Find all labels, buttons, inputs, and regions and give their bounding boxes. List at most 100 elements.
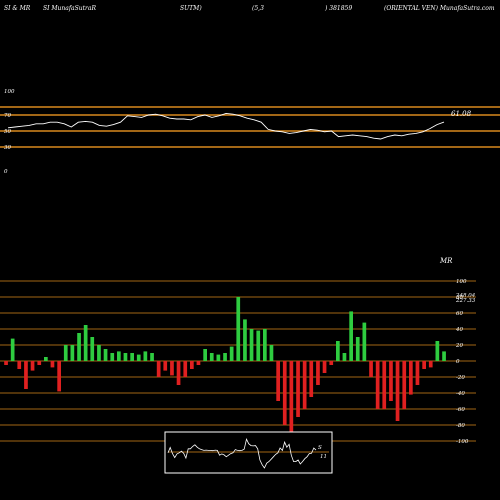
mrsi-bar	[282, 361, 287, 425]
mrsi-tick-label: 20	[455, 343, 463, 349]
mrsi-bar	[117, 351, 121, 361]
mrsi-tick-label: 40	[455, 327, 463, 333]
mrsi-bar	[369, 361, 373, 377]
mrsi-bar	[37, 361, 42, 365]
rsi-tick-label: 100	[4, 89, 15, 95]
mrsi-bar	[4, 361, 8, 365]
mrsi-title: MR	[439, 257, 453, 265]
mrsi-bar	[123, 353, 128, 361]
mrsi-bar	[329, 361, 334, 365]
mrsi-bar	[130, 353, 134, 361]
header-col2: SI MunafaSutraR	[43, 5, 96, 12]
mrsi-bar	[44, 357, 48, 361]
mini-chart-line	[167, 438, 317, 469]
mrsi-bar	[309, 361, 314, 397]
mrsi-bar	[103, 349, 108, 361]
mini-chart-label-2: 11	[320, 454, 327, 460]
mrsi-bar	[422, 361, 426, 369]
mrsi-bar	[136, 354, 141, 361]
rsi-tick-label: 50	[4, 129, 11, 135]
mrsi-bar	[163, 361, 168, 371]
mrsi-bar	[90, 337, 95, 361]
rsi-tick-label: 70	[4, 113, 11, 119]
mrsi-bar	[428, 361, 433, 368]
mrsi-bar	[382, 361, 387, 409]
mrsi-bar	[336, 341, 340, 361]
mrsi-bar	[183, 361, 188, 377]
mrsi-bar	[110, 353, 115, 361]
mrsi-bar	[57, 361, 61, 392]
mrsi-bar	[170, 361, 174, 376]
header-col5: ) 381859	[324, 5, 352, 12]
mrsi-bar	[203, 349, 207, 361]
mrsi-tick-label: -60	[456, 407, 465, 413]
mrsi-bar	[322, 361, 327, 373]
mini-chart-frame	[164, 431, 333, 474]
mrsi-bars	[4, 297, 446, 441]
header-col6: (ORIENTAL VEN) MunafaSutra.com	[384, 5, 495, 12]
mrsi-bar	[389, 361, 393, 401]
mrsi-bar	[190, 361, 194, 369]
mrsi-bar	[176, 361, 181, 385]
mrsi-bar	[276, 361, 280, 401]
mrsi-bar	[395, 361, 400, 421]
rsi-line	[7, 112, 445, 140]
mrsi-bar	[355, 337, 360, 361]
mrsi-bar	[256, 330, 261, 361]
mrsi-bar	[296, 361, 300, 417]
mrsi-tick-label: -40	[456, 391, 465, 397]
rsi-tick-labels: 100 70 50 30 0	[4, 89, 15, 175]
mrsi-bar	[302, 361, 307, 409]
mrsi-bar	[216, 354, 221, 361]
mrsi-tick-label: -80	[456, 423, 465, 429]
mrsi-bar	[77, 333, 81, 361]
mrsi-bar	[70, 345, 75, 361]
mrsi-bar	[223, 353, 227, 361]
rsi-band-lines	[0, 106, 500, 148]
mrsi-tick-labels: 100 80 60 40 20 0 -20 -40 -60 -80 -100	[455, 279, 469, 445]
mrsi-bar	[97, 345, 101, 361]
mrsi-bar	[263, 329, 267, 361]
mrsi-bar	[17, 361, 22, 369]
mrsi-bar	[243, 319, 247, 361]
rsi-tick-label: 30	[4, 145, 11, 151]
mini-chart-label: S	[318, 445, 322, 451]
mrsi-bar	[249, 329, 254, 361]
mrsi-panel: MR 248.04 227.33 100 80 60 40 20 0 -20 -40 -60 -8…	[0, 257, 476, 445]
mrsi-bar	[342, 353, 347, 361]
mrsi-bar	[83, 325, 88, 361]
mrsi-bar	[156, 361, 161, 377]
mrsi-bar	[150, 353, 154, 361]
rsi-last-value: 61.08	[451, 110, 472, 118]
mrsi-bar	[362, 322, 367, 361]
header-col3: SUTM)	[180, 5, 202, 12]
mrsi-value-label-2: 227.33	[455, 298, 476, 304]
mrsi-bar	[402, 361, 407, 409]
rsi-panel: 100 70 50 30 0 61.08	[0, 89, 500, 175]
chart-header: SI & MR SI MunafaSutraR SUTM) (5,3 ) 381…	[4, 5, 495, 12]
mrsi-bar	[269, 345, 274, 361]
mrsi-bar	[50, 361, 55, 368]
header-col1: SI & MR	[4, 5, 31, 12]
mrsi-tick-label: 100	[456, 279, 467, 285]
mrsi-tick-label: -100	[456, 439, 469, 445]
mrsi-bar	[375, 361, 380, 409]
mrsi-bar	[10, 338, 15, 361]
mrsi-tick-label: 80	[456, 295, 463, 301]
mrsi-bar	[229, 346, 234, 361]
mrsi-bar	[236, 297, 241, 361]
mrsi-bar	[30, 361, 35, 371]
header-col4: (5,3	[252, 5, 264, 12]
mrsi-tick-label: 0	[456, 359, 460, 365]
mrsi-bar	[442, 351, 446, 361]
mrsi-bar	[63, 345, 68, 361]
mrsi-bar	[196, 361, 201, 365]
mrsi-bar	[349, 311, 353, 361]
mrsi-bar	[24, 361, 28, 389]
mrsi-bar	[435, 341, 440, 361]
mrsi-tick-label: 60	[456, 311, 463, 317]
mrsi-bar	[289, 361, 294, 441]
mrsi-tick-label: -20	[456, 375, 465, 381]
mrsi-bar	[143, 351, 148, 361]
rsi-tick-label: 0	[4, 169, 8, 175]
